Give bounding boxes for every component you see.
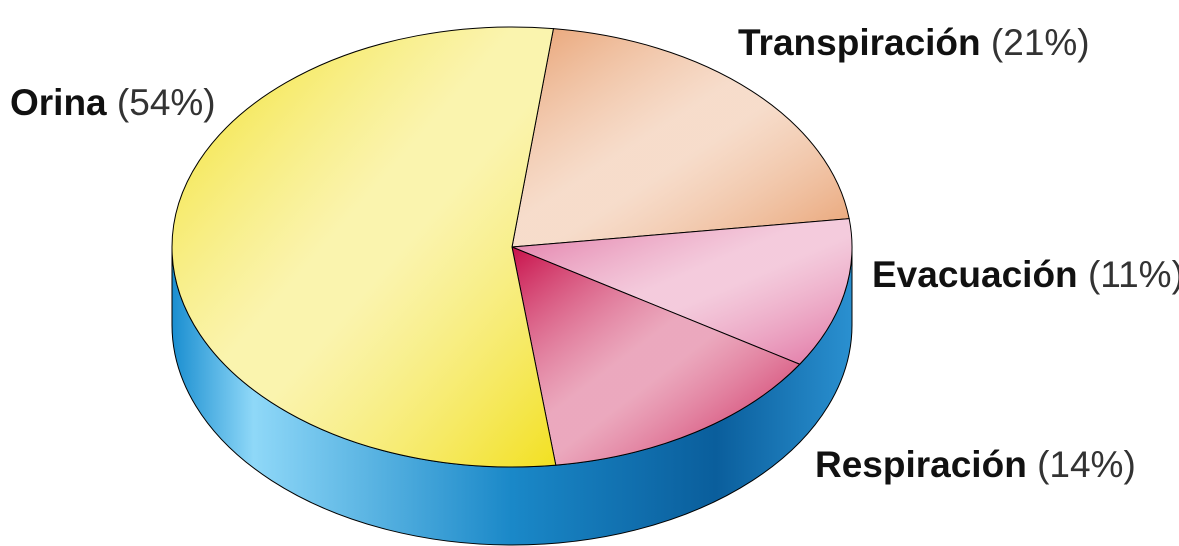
slice-label: Transpiración (21%) — [738, 22, 1090, 63]
slice-value: (21%) — [991, 22, 1090, 63]
pie-slice — [511, 28, 850, 248]
slice-label: Respiración (14%) — [815, 444, 1136, 485]
slice-name: Transpiración — [738, 22, 981, 63]
slice-value: (14%) — [1037, 444, 1136, 485]
slice-value: (54%) — [117, 82, 216, 123]
slice-label: Orina (54%) — [10, 82, 216, 123]
slice-value: (11%) — [1088, 254, 1179, 295]
slice-label: Evacuación (11%) — [872, 254, 1179, 295]
pie-slice — [511, 218, 853, 365]
slice-name: Respiración — [815, 444, 1027, 485]
slice-space — [981, 22, 991, 63]
pie-slice — [511, 246, 801, 466]
slice-name: Orina — [10, 82, 107, 123]
pie-slice — [171, 26, 557, 468]
slice-space — [1027, 444, 1037, 485]
slice-space — [107, 82, 117, 123]
slice-space — [1078, 254, 1088, 295]
slice-name: Evacuación — [872, 254, 1078, 295]
